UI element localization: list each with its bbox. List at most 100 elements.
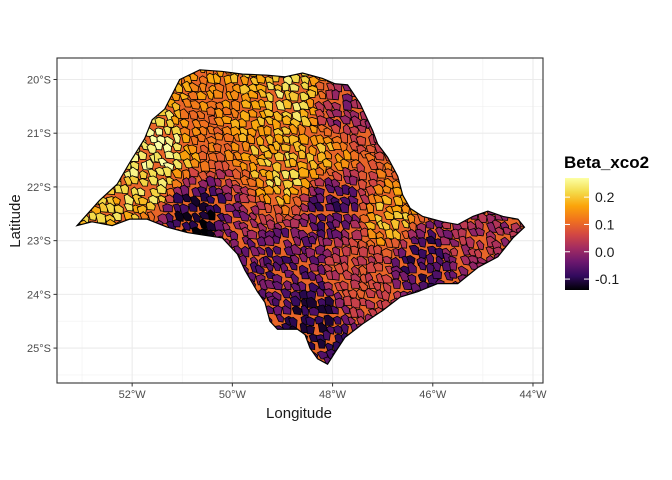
municipality-cell <box>162 203 173 213</box>
municipality-cell <box>324 296 335 307</box>
municipality-cell <box>272 235 281 244</box>
municipality-cell <box>147 168 158 179</box>
municipality-cell <box>316 115 328 126</box>
municipality-cell <box>401 219 410 229</box>
municipality-cell <box>331 269 340 281</box>
municipality-cell <box>305 89 316 98</box>
municipality-cell <box>330 178 341 189</box>
municipality-cell <box>299 91 309 102</box>
municipality-cell <box>280 255 292 264</box>
municipality-cell <box>315 193 325 204</box>
municipality-cell <box>263 235 275 247</box>
municipality-cell <box>262 185 275 195</box>
municipality-cell <box>172 142 183 152</box>
municipality-cell <box>331 218 341 228</box>
municipality-cell <box>170 92 181 102</box>
municipality-cell <box>282 280 292 291</box>
municipality-cell <box>425 252 435 265</box>
municipality-cell <box>399 239 408 249</box>
municipality-cell <box>418 261 427 271</box>
municipality-cell <box>191 212 201 223</box>
municipality-cell <box>230 107 239 119</box>
municipality-cell <box>170 115 180 125</box>
municipality-cell <box>448 238 460 247</box>
municipality-cell <box>364 221 376 230</box>
municipality-cell <box>88 211 98 221</box>
municipality-cell <box>172 219 182 228</box>
municipality-cell <box>347 316 356 325</box>
municipality-cell <box>191 126 202 136</box>
y-axis-title: Latitude <box>7 194 24 247</box>
municipality-cell <box>271 118 281 131</box>
municipality-cell <box>305 97 315 109</box>
municipality-cell <box>231 168 242 180</box>
municipality-cell <box>189 100 201 110</box>
municipality-cell <box>246 178 257 187</box>
municipality-cell <box>298 252 308 263</box>
municipality-cell <box>331 170 343 182</box>
municipality-cell <box>212 89 224 99</box>
municipality-cell <box>282 98 293 110</box>
municipality-cell <box>357 179 367 190</box>
municipality-cell <box>365 185 377 197</box>
legend-tick-label: 0.0 <box>595 244 615 260</box>
municipality-cell <box>365 202 375 213</box>
municipality-cell <box>190 135 199 146</box>
municipality-cell <box>224 203 236 213</box>
municipality-cell <box>314 177 325 187</box>
municipality-cell <box>307 212 318 224</box>
municipality-cell <box>272 245 282 255</box>
municipality-cell <box>229 230 239 240</box>
municipality-cell <box>229 73 239 84</box>
municipality-cell <box>375 237 386 246</box>
municipality-cell <box>331 108 342 118</box>
municipality-cell <box>299 108 309 119</box>
municipality-cell <box>350 265 360 276</box>
municipality-cell <box>340 219 351 230</box>
municipality-cell <box>263 149 273 159</box>
municipality-cell <box>457 265 469 276</box>
municipality-cell <box>300 185 310 196</box>
municipality-cell <box>271 184 282 195</box>
municipality-cell <box>307 116 319 127</box>
municipality-cell <box>241 140 251 152</box>
municipality-cell <box>171 167 182 179</box>
municipality-cell <box>380 194 392 206</box>
municipality-cell <box>246 229 258 240</box>
municipality-cell <box>238 118 247 128</box>
municipality-cell <box>181 221 191 231</box>
municipality-cell <box>290 272 299 285</box>
municipality-cell <box>340 158 350 169</box>
municipality-cell <box>282 193 291 205</box>
municipality-cell <box>381 185 392 194</box>
municipality-cell <box>274 195 285 206</box>
colorbar <box>565 178 589 290</box>
municipality-cell <box>128 175 140 185</box>
municipality-cell <box>147 175 159 186</box>
municipality-cell <box>315 166 325 176</box>
municipality-cell <box>289 218 300 229</box>
municipality-cell <box>256 246 266 255</box>
municipality-cell <box>229 89 240 100</box>
municipality-cell <box>112 196 121 205</box>
municipality-cell <box>272 261 281 271</box>
y-tick-label: 23°S <box>27 236 51 248</box>
municipality-cell <box>212 73 222 84</box>
municipality-cell <box>145 158 154 169</box>
municipality-cell <box>273 175 282 187</box>
municipality-cell <box>281 81 290 92</box>
municipality-cell <box>297 281 307 291</box>
municipality-cell <box>372 262 384 272</box>
municipality-cell <box>425 220 435 230</box>
municipality-cell <box>246 133 256 145</box>
municipality-cell <box>417 237 427 248</box>
municipality-cell <box>448 255 457 265</box>
municipality-cell <box>214 107 224 120</box>
municipality-cell <box>247 89 258 99</box>
municipality-cell <box>271 281 283 291</box>
municipality-cell <box>307 235 317 245</box>
municipality-cell <box>263 193 272 205</box>
municipality-cell <box>172 132 181 144</box>
municipality-cell <box>372 244 382 256</box>
